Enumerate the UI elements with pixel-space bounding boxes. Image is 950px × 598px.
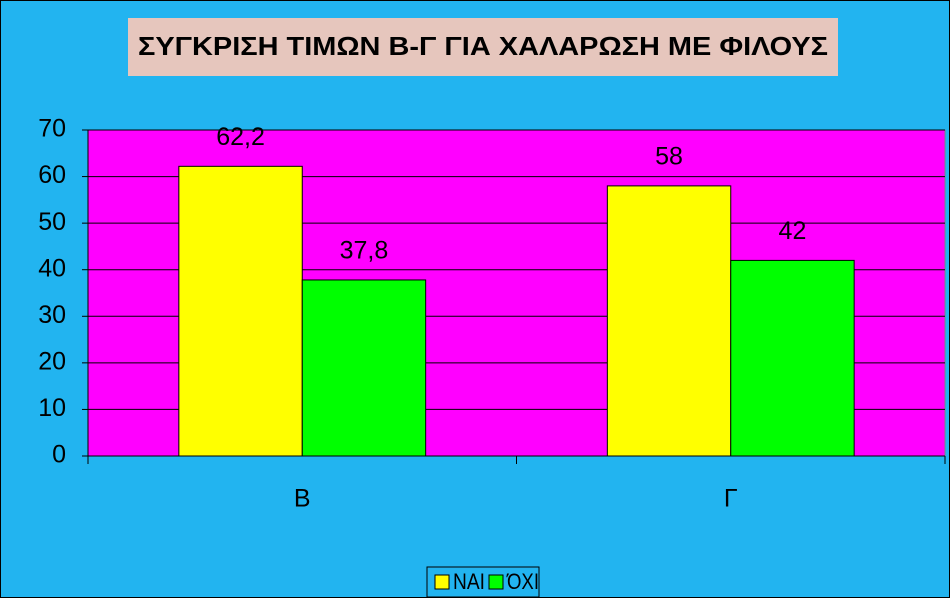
bar [606, 185, 732, 457]
bar [730, 259, 855, 457]
y-tick-label: 70 [38, 115, 66, 143]
y-tick-label: 10 [38, 394, 66, 422]
bar [178, 165, 303, 457]
y-tick-label: 0 [52, 441, 66, 469]
legend-label: ΌΧΙ [506, 569, 539, 594]
y-tick-label: 40 [38, 254, 66, 282]
value-label: 58 [655, 142, 683, 170]
bar [301, 279, 427, 457]
title-box [128, 18, 838, 76]
y-tick-label: 30 [38, 301, 66, 329]
y-tick-label: 50 [38, 208, 66, 236]
legend-swatch [488, 574, 504, 590]
legend-swatch [434, 574, 450, 590]
y-tick-label: 60 [38, 161, 66, 189]
x-tick-label: Β [294, 485, 311, 513]
x-tick-label: Γ [724, 485, 738, 513]
value-label: 42 [779, 217, 807, 245]
y-tick-label: 20 [38, 347, 66, 375]
legend-label: ΝΑΙ [453, 569, 485, 594]
value-label: 37,8 [340, 237, 389, 265]
value-label: 62,2 [216, 123, 265, 151]
chart-title: ΣΥΓΚΡΙΣΗ ΤΙΜΩΝ Β-Γ ΓΙΑ ΧΑΛΑΡΩΣΗ ΜΕ ΦΙΛΟΥ… [138, 31, 828, 61]
